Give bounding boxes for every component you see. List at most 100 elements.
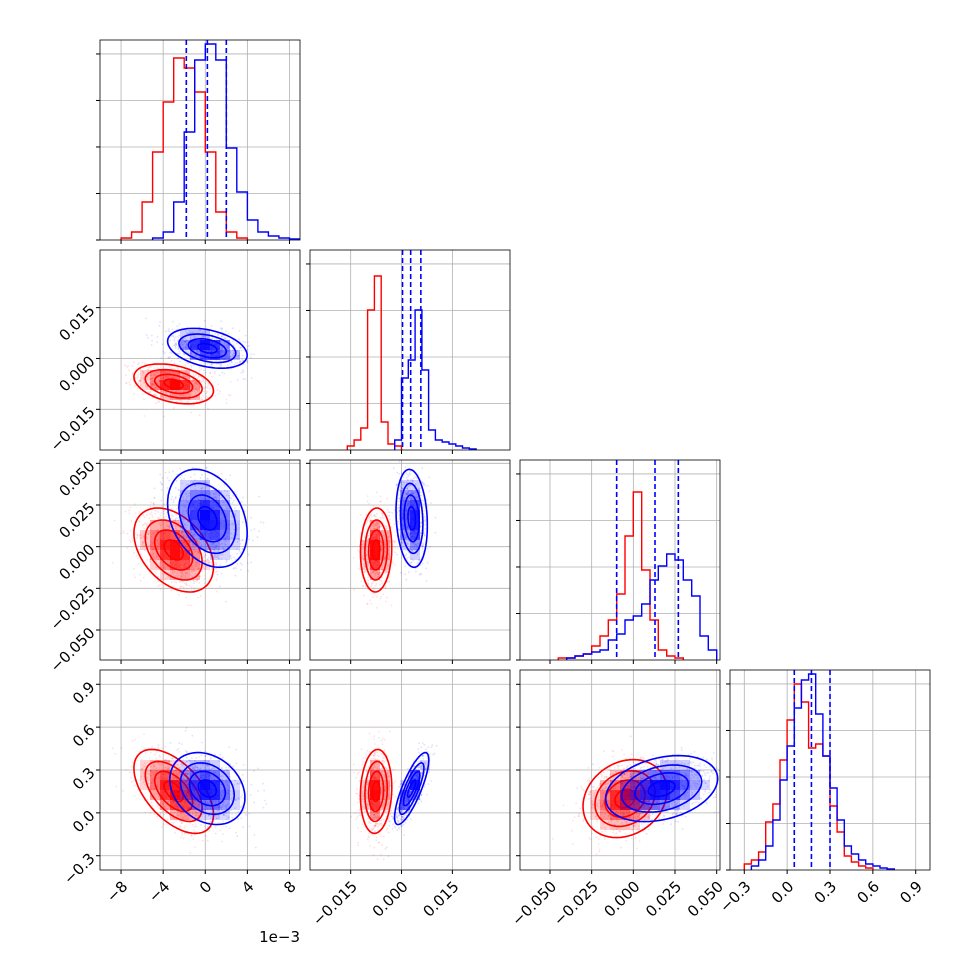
sample-point xyxy=(137,557,139,559)
sample-point xyxy=(383,859,385,861)
sample-point xyxy=(380,501,382,503)
sample-point xyxy=(155,758,157,760)
sample-point xyxy=(367,579,369,581)
sample-point xyxy=(132,372,134,374)
sample-point xyxy=(163,416,165,418)
sample-point xyxy=(371,585,373,587)
sample-point xyxy=(598,843,600,845)
sample-point xyxy=(389,731,391,733)
sample-point xyxy=(137,363,139,365)
sample-point xyxy=(368,517,370,519)
sample-point xyxy=(160,512,162,514)
sample-point xyxy=(380,835,382,837)
sample-point xyxy=(149,506,151,508)
sample-point xyxy=(376,607,378,609)
sample-point xyxy=(372,596,374,598)
sample-point xyxy=(386,811,388,813)
sample-point xyxy=(175,336,177,338)
sample-point xyxy=(381,824,383,826)
sample-point xyxy=(393,562,395,564)
sample-point xyxy=(235,362,237,364)
sample-point xyxy=(142,394,144,396)
sample-point xyxy=(163,516,165,518)
sample-point xyxy=(244,378,246,380)
sample-point xyxy=(389,581,391,583)
sample-point xyxy=(243,371,245,373)
sample-point xyxy=(375,823,377,825)
sample-point xyxy=(359,812,361,814)
sample-point xyxy=(381,580,383,582)
sample-point xyxy=(184,583,186,585)
sample-point xyxy=(163,823,165,825)
sample-point xyxy=(362,761,364,763)
sample-point xyxy=(161,747,163,749)
sample-point xyxy=(643,766,645,768)
sample-point xyxy=(357,827,359,829)
sample-point xyxy=(366,770,368,772)
sample-point xyxy=(136,760,138,762)
sample-point xyxy=(120,532,122,534)
sample-point xyxy=(395,781,397,783)
sample-point xyxy=(215,562,217,564)
sample-point xyxy=(580,786,582,788)
sample-point xyxy=(114,753,116,755)
sample-point xyxy=(603,776,605,778)
sample-point xyxy=(200,397,202,399)
sample-point xyxy=(200,595,202,597)
sample-point xyxy=(122,530,124,532)
sample-point xyxy=(139,520,141,522)
sample-point xyxy=(204,583,206,585)
sample-point xyxy=(369,586,371,588)
sample-point xyxy=(225,330,227,332)
sample-point xyxy=(381,740,383,742)
sample-point xyxy=(380,854,382,856)
sample-point xyxy=(161,811,163,813)
sample-point xyxy=(387,827,389,829)
sample-point xyxy=(373,515,375,517)
sample-point xyxy=(368,533,370,535)
sample-point xyxy=(125,511,127,513)
sample-point xyxy=(178,594,180,596)
sample-point xyxy=(183,586,185,588)
sample-point xyxy=(642,756,644,758)
sample-point xyxy=(372,583,374,585)
sample-point xyxy=(151,344,153,346)
sample-point xyxy=(138,511,140,513)
sample-point xyxy=(133,568,135,570)
sample-point xyxy=(363,595,365,597)
sample-point xyxy=(374,743,376,745)
sample-point xyxy=(380,813,382,815)
sample-point xyxy=(164,513,166,515)
sample-point xyxy=(385,570,387,572)
sample-point xyxy=(639,840,641,842)
sample-point xyxy=(389,813,391,815)
sample-point xyxy=(207,383,209,385)
sample-point xyxy=(149,757,151,759)
sample-point xyxy=(376,513,378,515)
density-cell xyxy=(380,550,390,560)
sample-point xyxy=(168,328,170,330)
sample-point xyxy=(226,402,228,404)
sample-point xyxy=(381,583,383,585)
sample-point xyxy=(188,604,190,606)
sample-point xyxy=(177,368,179,370)
sample-point xyxy=(156,816,158,818)
sample-point xyxy=(378,731,380,733)
sample-point xyxy=(367,750,369,752)
sample-point xyxy=(184,827,186,829)
sample-point xyxy=(370,758,372,760)
sample-point xyxy=(114,520,116,522)
sample-point xyxy=(379,823,381,825)
sample-point xyxy=(601,776,603,778)
sample-point xyxy=(350,816,352,818)
sample-point xyxy=(369,733,371,735)
sample-point xyxy=(380,819,382,821)
sample-point xyxy=(198,756,200,758)
sample-point xyxy=(137,534,139,536)
sample-point xyxy=(597,787,599,789)
sample-point xyxy=(132,365,134,367)
sample-point xyxy=(253,353,255,355)
sample-point xyxy=(122,790,124,792)
sample-point xyxy=(369,833,371,835)
